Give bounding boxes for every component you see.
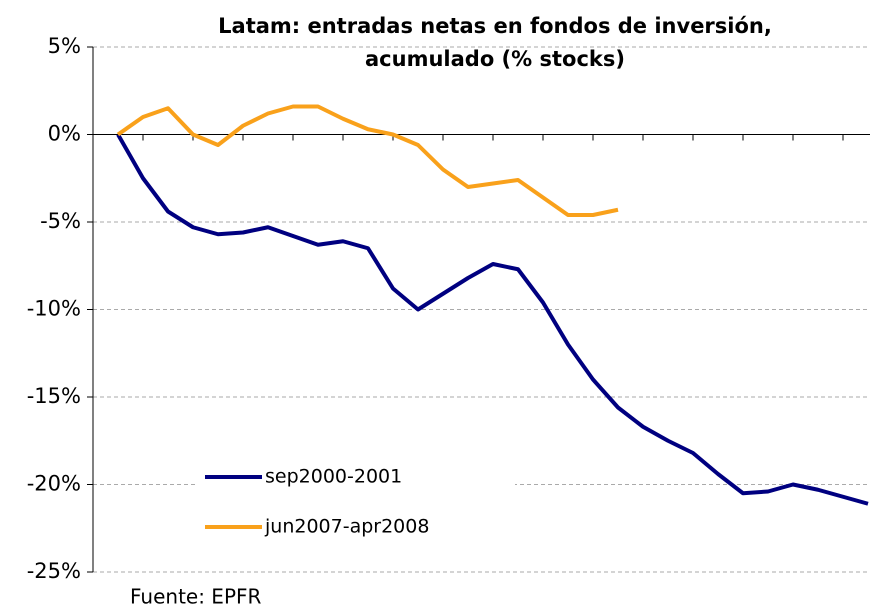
y-tick-label: 5%	[48, 34, 81, 58]
chart-title: Latam: entradas netas en fondos de inver…	[218, 14, 772, 38]
chart-subtitle: acumulado (% stocks)	[365, 47, 625, 71]
y-tick-label: -5%	[40, 209, 81, 233]
legend-label: sep2000-2001	[265, 466, 402, 488]
series-line	[116, 133, 869, 506]
source: Fuente: EPFR	[130, 585, 262, 609]
y-tick-label: -25%	[27, 559, 81, 583]
y-tick-label: -10%	[27, 297, 81, 321]
y-tick-label: -15%	[27, 384, 81, 408]
series-line	[116, 104, 619, 217]
legend-label: jun2007-apr2008	[264, 516, 429, 538]
y-tick-label: 0%	[48, 122, 81, 146]
y-tick-label: -20%	[27, 472, 81, 496]
legend-box	[195, 455, 515, 550]
